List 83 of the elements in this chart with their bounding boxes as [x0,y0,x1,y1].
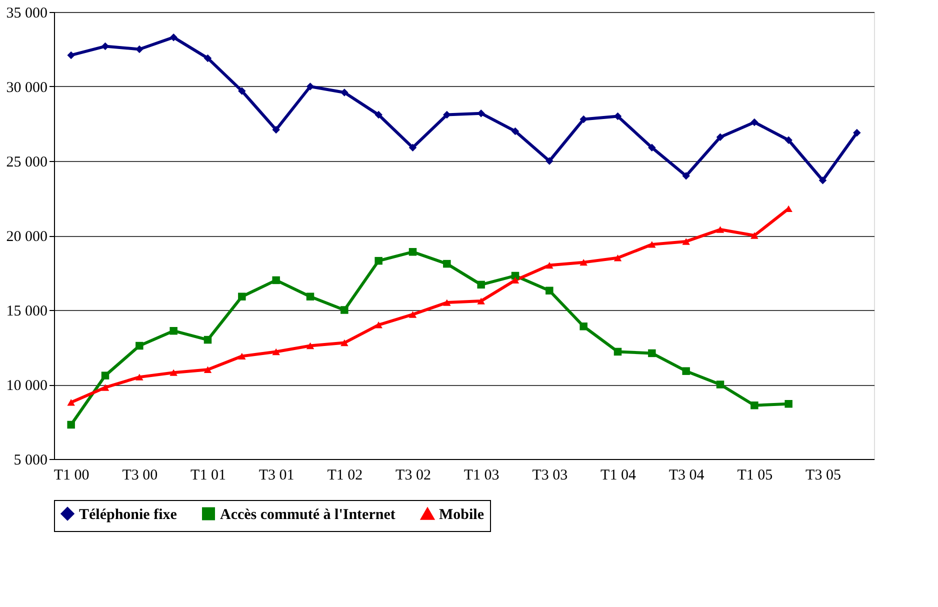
point [101,372,110,380]
point [750,401,758,410]
point [374,110,382,119]
point [580,258,588,266]
point [443,260,451,268]
point [238,292,246,300]
x-tick-label: T1 01 [190,468,226,484]
point [408,311,417,318]
x-tick-label: T3 02 [396,468,431,484]
point [443,299,451,306]
point [136,45,144,54]
point [784,136,792,144]
point [67,420,75,429]
y-tick-label: 15 000 [6,304,48,320]
legend-label: Mobile [439,507,484,524]
x-tick-label: T3 03 [532,468,568,484]
point [170,369,178,376]
point [477,298,485,304]
point [682,367,690,375]
point [272,126,280,134]
point [546,286,554,295]
point [682,238,690,245]
point [340,306,348,314]
point [204,366,212,373]
point [340,88,348,96]
point [750,118,758,126]
point [477,280,485,289]
y-tick-label: 20 000 [6,229,48,245]
point [136,342,144,350]
point [170,326,178,335]
point [511,127,520,136]
y-tick-label: 5 000 [14,452,48,468]
point [67,399,75,406]
point [374,322,382,328]
point [682,172,690,180]
point [648,349,656,358]
x-tick-label: T1 04 [600,468,636,484]
point [716,380,724,388]
point [546,262,554,269]
point [136,374,144,380]
point [340,339,348,346]
x-tick-label: T3 05 [806,468,841,484]
point [853,128,861,137]
x-tick-label: T1 05 [737,468,773,484]
point [67,51,75,60]
point [648,144,656,152]
point [408,144,417,152]
legend-label: Téléphonie fixe [79,506,178,523]
point [204,54,212,62]
point [306,292,314,300]
point [784,400,792,408]
x-tick-label: T3 01 [258,468,294,484]
point [101,384,110,391]
point [546,157,554,165]
point [306,82,314,90]
point [374,256,382,265]
point [580,115,588,124]
point [580,322,588,330]
point [716,226,724,233]
y-tick-label: 25 000 [6,154,48,170]
x-tick-label: T1 03 [464,468,500,484]
point [716,133,724,142]
x-tick-label: T3 04 [668,468,705,484]
y-tick-label: 30 000 [6,80,48,96]
point [818,176,827,184]
x-tick-label: T1 02 [327,468,363,484]
point [648,241,656,248]
point [272,348,280,356]
point [170,33,178,42]
point [204,336,212,344]
point [306,342,314,350]
point [238,352,246,360]
x-tick-label: T1 00 [54,468,90,484]
point [614,254,622,262]
y-tick-label: 35 000 [6,6,48,22]
y-tick-label: 10 000 [6,378,48,394]
point [750,232,758,239]
point [408,248,417,256]
x-tick-label: T3 00 [122,468,158,484]
point [614,348,622,356]
legend-label: Accès commuté à l'Internet [220,506,396,523]
point [272,276,280,284]
point [238,87,246,95]
